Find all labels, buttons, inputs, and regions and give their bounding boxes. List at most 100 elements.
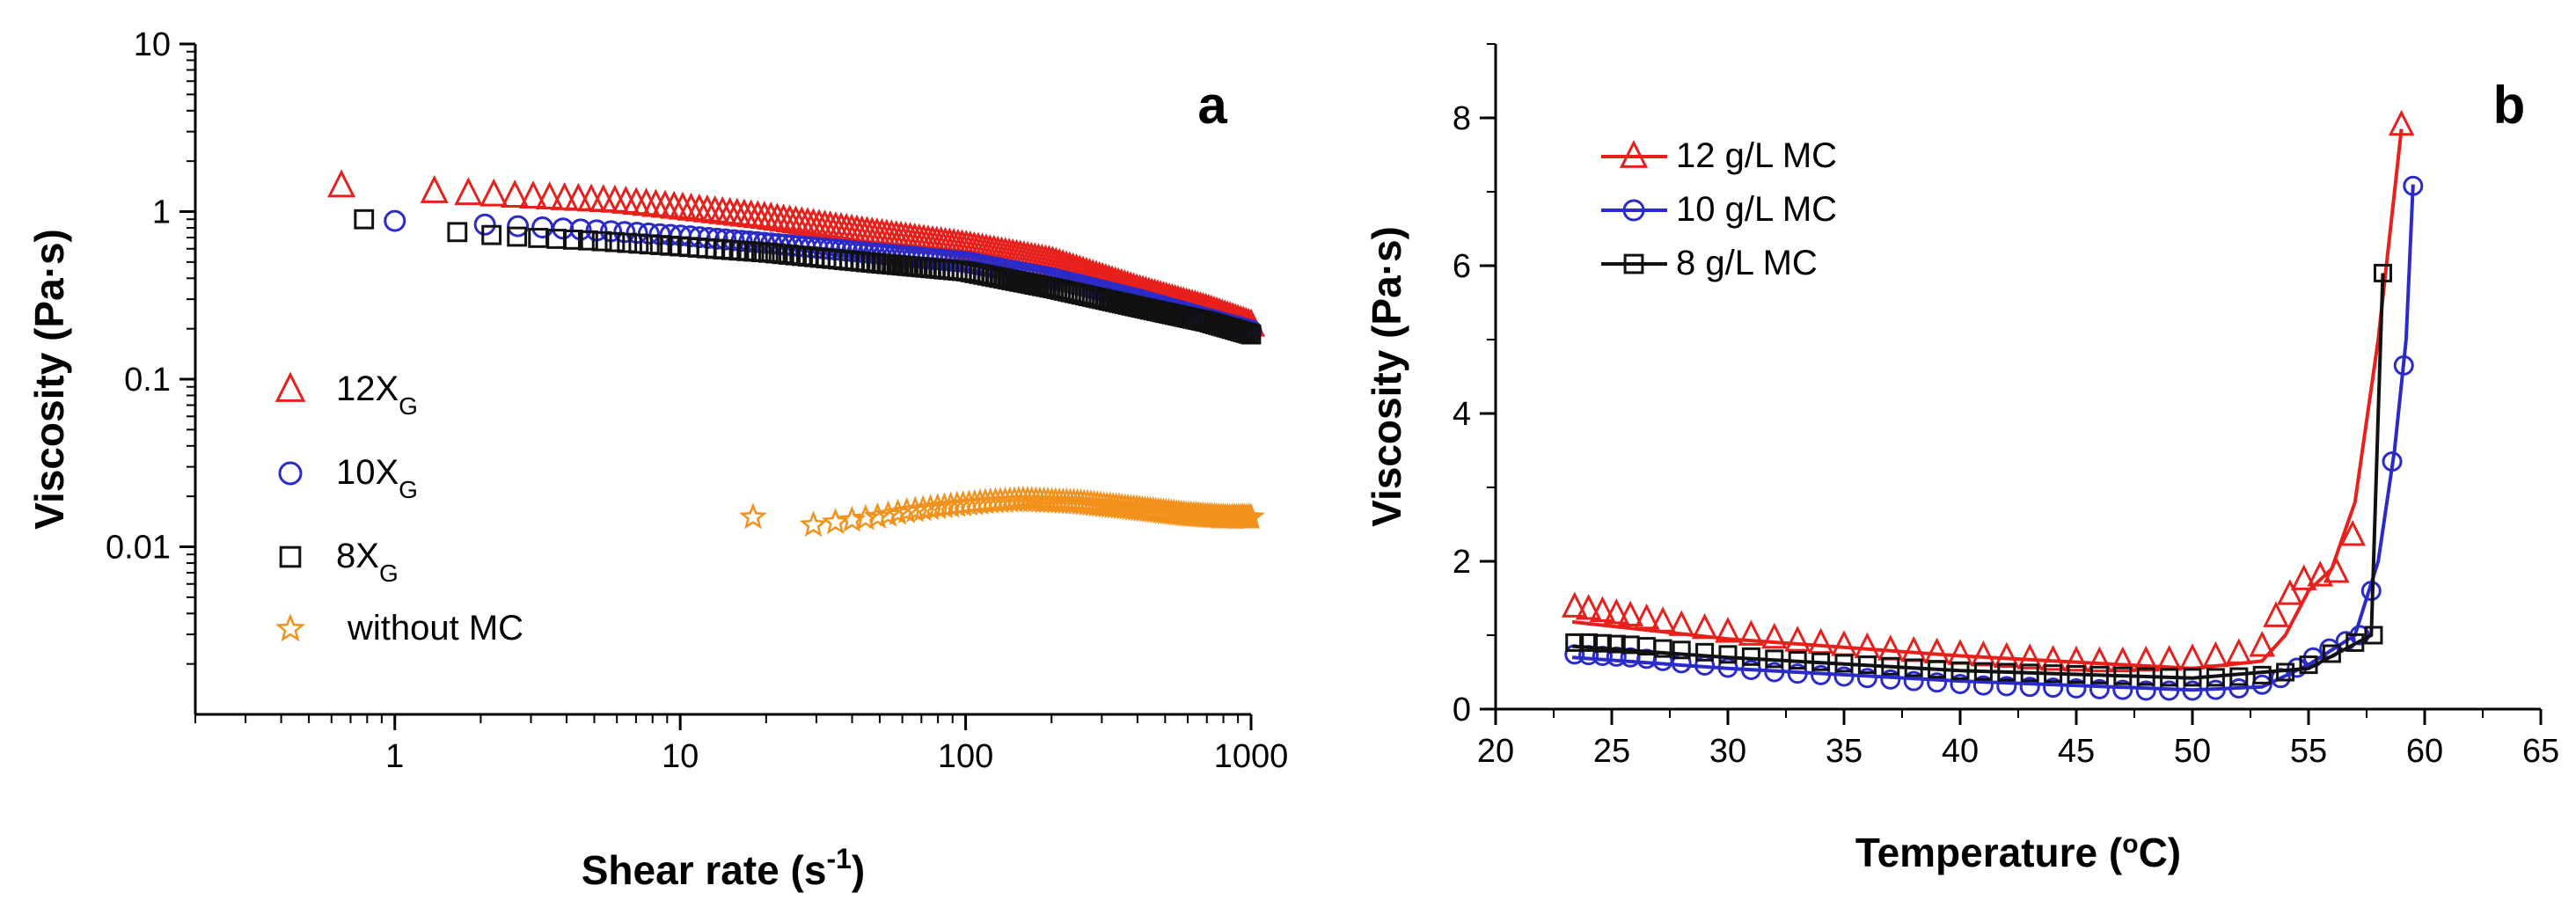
y-axis-title: Viscosity (Pa·s) (26, 229, 72, 530)
data-point (2020, 663, 2039, 683)
data-point (481, 224, 502, 245)
data-point (1881, 656, 1900, 676)
data-point (628, 233, 649, 254)
data-point (2393, 355, 2414, 376)
y-tick-label: 10 (134, 26, 171, 63)
x-tick-label: 20 (1477, 733, 1514, 770)
data-point (591, 230, 612, 252)
data-point (2160, 668, 2179, 687)
data-point (1856, 668, 1877, 689)
data-point (1834, 654, 1854, 673)
chart-a: 1 10 100 1000 0.01 0.1 1 10 Shear rate (s-1) Visc… (26, 26, 1288, 893)
data-point (1807, 627, 1834, 655)
data-point (1589, 596, 1616, 622)
data-point (2089, 678, 2110, 699)
data-point (1950, 661, 1970, 680)
data-point (2339, 520, 2366, 546)
y-tick-label: 2 (1453, 544, 1471, 581)
x-tick-label: 40 (1942, 733, 1979, 770)
data-point (852, 503, 880, 531)
data-point (1765, 649, 1784, 669)
legend-label: 12XG (336, 370, 418, 420)
data-point (2382, 451, 2403, 472)
legend-marker (274, 371, 306, 402)
data-point (2388, 109, 2415, 136)
data-point (1738, 619, 1765, 646)
data-point (447, 222, 468, 243)
data-point (2067, 665, 2086, 684)
x-tick-label: 100 (938, 738, 993, 775)
x-tick-label: 60 (2406, 733, 2443, 770)
data-point (1579, 633, 1599, 652)
legend-marker (1619, 139, 1649, 168)
data-point (1764, 662, 1785, 683)
data-point (604, 231, 626, 252)
data-point (1575, 594, 1602, 620)
data-point (1950, 673, 1971, 694)
data-point (1811, 652, 1831, 671)
data-point (2136, 667, 2155, 686)
data-point (2063, 645, 2089, 672)
data-point (454, 177, 483, 206)
data-point (1970, 640, 1997, 667)
data-point (2307, 560, 2334, 587)
data-point (1715, 617, 1741, 643)
data-point (821, 508, 850, 535)
y-tick-label: 0.1 (124, 362, 171, 399)
data-point (909, 494, 937, 522)
data-point (1603, 598, 1630, 625)
data-point (1857, 655, 1877, 675)
data-point (535, 181, 564, 209)
series-3 (739, 485, 1265, 538)
legend-label: 8XG (336, 537, 399, 587)
data-point (1592, 633, 1612, 653)
y-tick-label: 0 (1453, 692, 1471, 728)
series-2 (354, 209, 1262, 345)
legend-label: 10 g/L MC (1676, 190, 1837, 229)
data-point (1740, 659, 1761, 680)
data-point (2276, 662, 2295, 682)
chart-b: 20 25 30 35 40 45 50 55 60 65 0 2 4 6 8 Temperature (oC… (1364, 43, 2559, 875)
data-point (2252, 665, 2272, 684)
series-line (1571, 273, 2385, 680)
data-point (550, 181, 579, 210)
legend-marker (279, 545, 302, 568)
data-point (2089, 665, 2109, 684)
data-point (326, 169, 356, 198)
y-tick-label: 6 (1453, 248, 1471, 285)
data-point (2182, 680, 2203, 701)
data-point (2133, 645, 2160, 672)
data-point (1811, 664, 1832, 685)
series-0 (1561, 109, 2415, 673)
data-point (1877, 634, 1904, 661)
data-point (1997, 662, 2016, 682)
data-point (2113, 666, 2133, 685)
data-point (1240, 324, 1262, 345)
data-point (552, 217, 574, 240)
data-point (1947, 639, 1973, 665)
x-tick-label: 65 (2522, 733, 2559, 770)
data-point (1927, 672, 1948, 693)
data-point (863, 501, 892, 529)
data-point (1923, 637, 1950, 664)
data-point (479, 178, 509, 207)
data-point (1833, 666, 1855, 687)
y-axis-title: Viscosity (Pa·s) (1364, 226, 1409, 527)
data-point (1691, 612, 1718, 640)
data-point (420, 175, 449, 203)
data-point (507, 215, 530, 238)
data-point (1741, 647, 1760, 666)
data-point (1695, 642, 1715, 662)
data-point (2322, 644, 2341, 663)
data-point (2206, 668, 2225, 687)
data-point (2039, 644, 2067, 671)
x-tick-label: 55 (2290, 733, 2327, 770)
series-1 (1564, 175, 2424, 701)
data-point (2403, 175, 2424, 196)
data-point (1633, 603, 1660, 630)
y-tick-label: 4 (1453, 396, 1471, 433)
data-point (1606, 634, 1626, 654)
data-point (2159, 680, 2180, 701)
data-point (2112, 679, 2133, 700)
data-point (648, 223, 671, 245)
